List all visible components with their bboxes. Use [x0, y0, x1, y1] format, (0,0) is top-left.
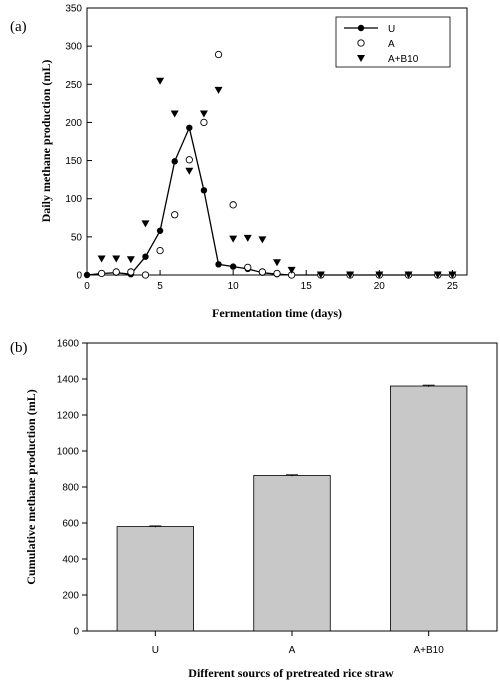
y-tick-label: 1000: [57, 447, 80, 458]
legend-a-label: A: [388, 39, 395, 50]
point-a: [97, 269, 106, 278]
legend-box: [335, 16, 451, 68]
point-a: [112, 268, 120, 276]
point-u: [171, 158, 178, 165]
point-u: [215, 261, 222, 268]
series-u-line: [86, 125, 453, 276]
legend-u-label: U: [388, 24, 395, 35]
y-tick-label: 1400: [57, 375, 80, 386]
point-a-b10: [243, 234, 252, 242]
x-tick-label: A: [289, 645, 296, 656]
point-a-b10: [112, 255, 121, 263]
y-tick-label: 200: [62, 591, 79, 602]
point-u: [156, 227, 164, 234]
chart-b: (b) 0 200 400 600 800 1000 1200 1400 1600 U A A+B1…: [10, 339, 498, 680]
y-tick-label: 0: [76, 271, 82, 282]
point-a-b10: [433, 271, 442, 279]
x-tick-label: 0: [84, 281, 90, 292]
point-a: [244, 263, 252, 272]
chart-a-marks: [83, 50, 457, 279]
y-tick-label: 0: [73, 627, 79, 638]
chart-a: (a) 0 50 100 150 200 250 300 350 0 5 10 15 20 25 Fer…: [10, 4, 468, 320]
y-tick-label: 200: [65, 118, 82, 129]
point-u: [186, 124, 193, 131]
point-a: [141, 271, 150, 279]
legend-a-b10-label: A+B10: [388, 54, 419, 65]
x-tick-label: 15: [301, 281, 313, 292]
point-a-b10: [141, 220, 150, 228]
chart-b-x-axis: U A A+B10: [152, 631, 445, 656]
y-tick-label: 350: [65, 4, 82, 15]
point-a-b10: [199, 110, 208, 118]
bar-u: [116, 526, 194, 632]
y-tick-label: 1200: [57, 411, 80, 422]
point-a-b10: [375, 271, 384, 279]
point-a-b10: [185, 167, 194, 175]
y-tick-label: 100: [65, 194, 82, 205]
legend-item-a-b10: A+B10: [357, 54, 419, 65]
chart-a-y-label: Daily methane production (mL): [39, 60, 53, 223]
bar-a-b10: [389, 385, 468, 632]
y-tick-label: 800: [62, 483, 79, 494]
point-a: [127, 268, 135, 276]
x-tick-label: A+B10: [414, 645, 445, 656]
point-a-b10: [97, 255, 106, 263]
chart-b-y-axis: 0 200 400 600 800 1000 1200 1400 1600: [57, 339, 87, 638]
chart-a-y-axis: 0 50 100 150 200 250 300 350: [65, 4, 92, 282]
chart-b-y-label: Cumulative methane production (mL): [24, 389, 38, 584]
point-u: [229, 263, 237, 270]
point-a: [171, 211, 179, 219]
legend-a-marker: [357, 39, 365, 47]
y-tick-label: 250: [65, 80, 82, 91]
panel-a-label: (a): [10, 19, 27, 35]
point-a: [258, 268, 267, 276]
y-tick-label: 50: [71, 232, 83, 243]
chart-b-bars: [116, 384, 468, 632]
y-tick-label: 600: [62, 519, 79, 530]
y-tick-label: 150: [65, 156, 82, 167]
y-tick-label: 300: [65, 42, 82, 53]
point-a: [156, 246, 164, 255]
panel-b-label: (b): [10, 340, 28, 356]
y-tick-label: 400: [62, 555, 79, 566]
point-a-b10: [404, 271, 413, 279]
point-a: [200, 118, 208, 127]
legend-u-marker: [357, 24, 365, 32]
point-a-b10: [214, 86, 223, 94]
bar-a: [253, 475, 331, 632]
legend-item-u: U: [344, 24, 395, 35]
point-a-b10: [287, 266, 296, 274]
point-a-b10: [126, 256, 135, 264]
chart-b-x-label: Different sourcs of pretreated rice stra…: [188, 666, 394, 680]
x-tick-label: 10: [228, 281, 240, 292]
point-a: [214, 50, 223, 59]
point-a: [273, 269, 281, 278]
chart-a-x-axis: 0 5 10 15 20 25: [84, 270, 458, 292]
x-tick-label: 25: [447, 281, 459, 292]
chart-a-x-label: Fermentation time (days): [212, 306, 342, 320]
y-tick-label: 1600: [57, 339, 80, 350]
point-u: [200, 187, 208, 194]
point-a-b10: [448, 271, 457, 279]
point-u: [142, 253, 149, 260]
point-a-b10: [316, 271, 325, 279]
point-u: [83, 271, 91, 279]
point-a-b10: [346, 271, 355, 279]
point-a-b10: [273, 259, 281, 267]
chart-a-legend: U A A+B10: [335, 16, 451, 68]
legend-a-b10-marker: [357, 55, 365, 62]
point-a-b10: [170, 110, 179, 118]
x-tick-label: 5: [157, 281, 163, 292]
legend-item-a: A: [357, 39, 395, 50]
point-a-b10: [258, 236, 267, 244]
x-tick-label: 20: [374, 281, 386, 292]
point-a-b10: [229, 235, 238, 243]
point-a: [229, 201, 237, 209]
point-a-b10: [156, 77, 165, 85]
point-a: [185, 156, 193, 164]
x-tick-label: U: [152, 645, 159, 656]
